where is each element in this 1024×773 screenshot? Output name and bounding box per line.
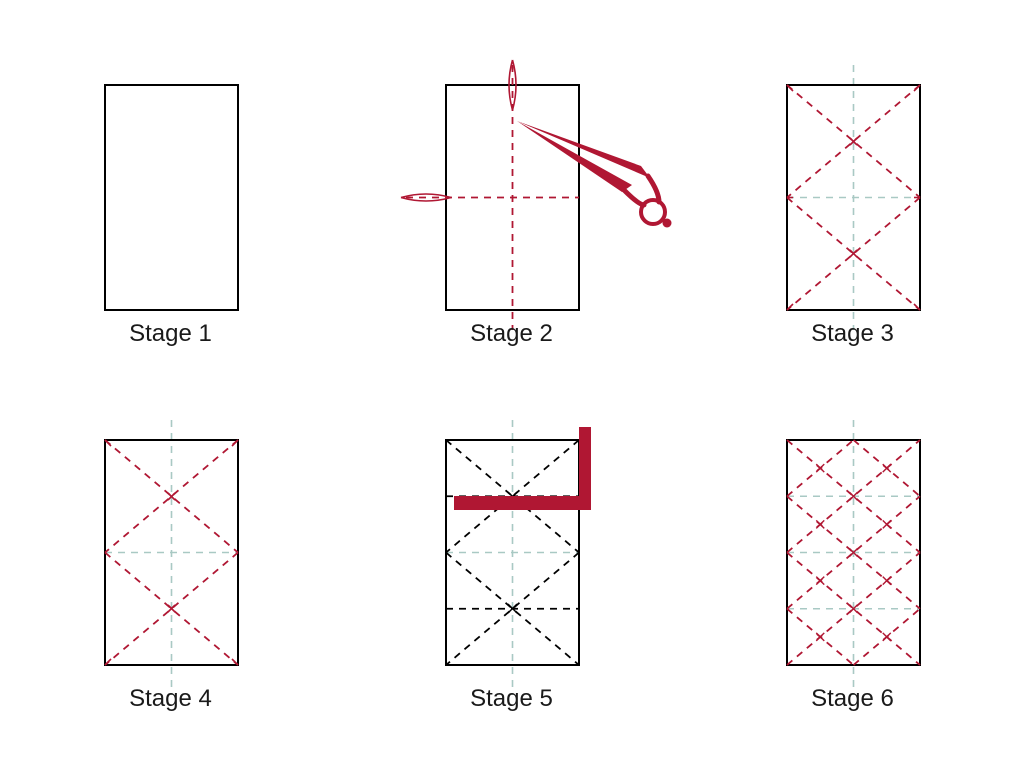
stage-4-panel	[0, 395, 341, 695]
stage-4-svg	[0, 395, 341, 695]
stage-4-label: Stage 4	[0, 685, 341, 713]
stage-2-label: Stage 2	[341, 320, 682, 348]
stage-2-svg	[341, 30, 682, 330]
stage-1-svg	[0, 30, 341, 330]
stage-1-panel	[0, 30, 341, 330]
stage-6-panel	[682, 395, 1023, 695]
stage-6-svg	[682, 395, 1023, 695]
stage-6-label: Stage 6	[682, 685, 1023, 713]
stage-3-svg	[682, 30, 1023, 330]
stage-3-label: Stage 3	[682, 320, 1023, 348]
stage-3-panel	[682, 30, 1023, 330]
stage-5-label: Stage 5	[341, 685, 682, 713]
stage-5-svg	[341, 395, 682, 695]
stage-1-label: Stage 1	[0, 320, 341, 348]
diagram-grid: Stage 1	[0, 0, 1024, 773]
stage-5-panel	[341, 395, 682, 695]
stage-2-panel	[341, 30, 682, 330]
